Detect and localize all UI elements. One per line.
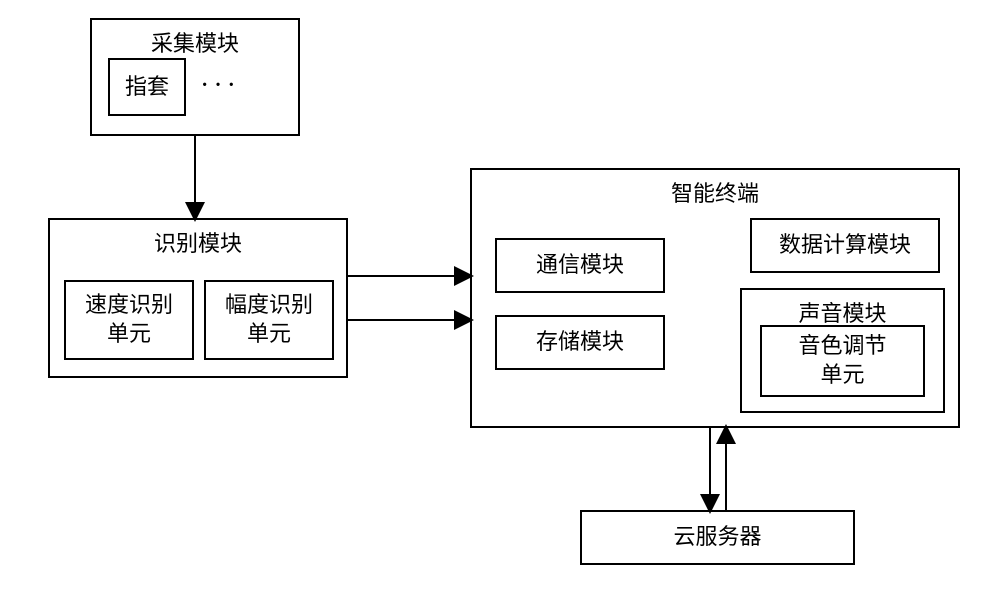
arrow-collect-to-recognize xyxy=(0,0,1000,605)
